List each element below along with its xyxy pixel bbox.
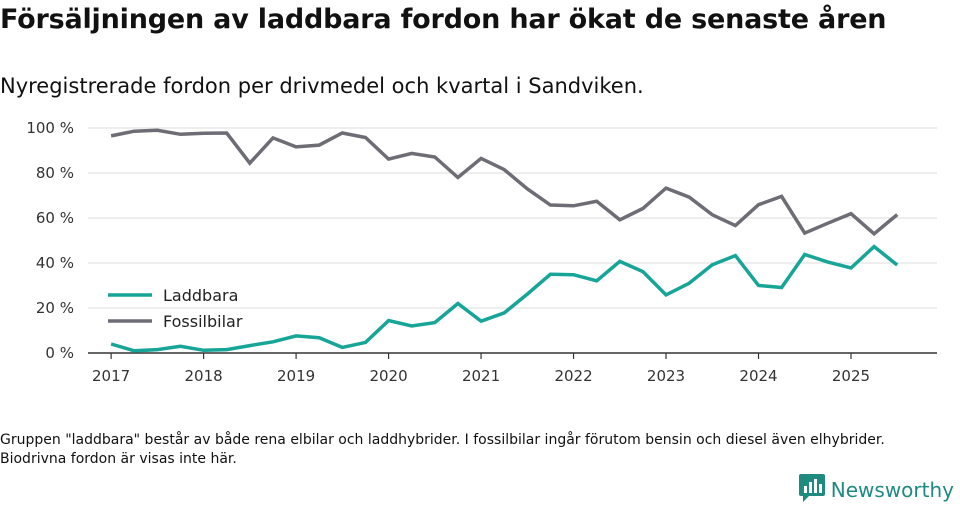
x-tick-label: 2018	[185, 367, 223, 385]
x-tick-label: 2021	[462, 367, 500, 385]
legend-bg	[104, 310, 254, 332]
y-tick-label: 80 %	[36, 164, 74, 182]
series-line-fossil	[110, 128, 899, 237]
x-tick-label: 2023	[647, 367, 685, 385]
legend-label-laddbara: Laddbara	[163, 286, 238, 305]
y-tick-label: 20 %	[36, 299, 74, 317]
x-tick-label: 2025	[832, 367, 870, 385]
legend: Laddbara Fossilbilar	[104, 284, 254, 332]
x-tick-label: 2024	[739, 367, 777, 385]
chart-title: Försäljningen av laddbara fordon har öka…	[0, 4, 887, 35]
brand-name: Newsworthy	[830, 478, 954, 502]
x-tick-label: 2017	[92, 367, 130, 385]
legend-bg	[104, 284, 254, 306]
grid	[88, 127, 937, 309]
footnote: Gruppen "laddbara" består av både rena e…	[0, 432, 885, 467]
y-axis: 0 % 20 % 40 % 60 % 80 % 100 %	[26, 119, 74, 362]
y-tick-label: 60 %	[36, 209, 74, 227]
y-tick-label: 40 %	[36, 254, 74, 272]
line-chart: 0 % 20 % 40 % 60 % 80 % 100 % 2017 2018 2019 202…	[26, 119, 937, 385]
series-line-laddbara	[110, 244, 899, 353]
chart-subtitle: Nyregistrerade fordon per drivmedel och …	[0, 74, 644, 98]
series	[110, 128, 899, 353]
brand-logo[interactable]: Newsworthy	[798, 474, 954, 506]
legend-label-fossil: Fossilbilar	[163, 312, 243, 331]
bar-chart-logo-icon	[798, 474, 825, 506]
x-tick-label: 2022	[554, 367, 592, 385]
x-tick-label: 2019	[277, 367, 315, 385]
x-tick-label: 2020	[369, 367, 407, 385]
x-axis: 2017 2018 2019 2020 2021 2022 2023 2024 2025	[88, 352, 937, 385]
y-tick-label: 100 %	[26, 119, 74, 137]
y-tick-label: 0 %	[45, 344, 74, 362]
